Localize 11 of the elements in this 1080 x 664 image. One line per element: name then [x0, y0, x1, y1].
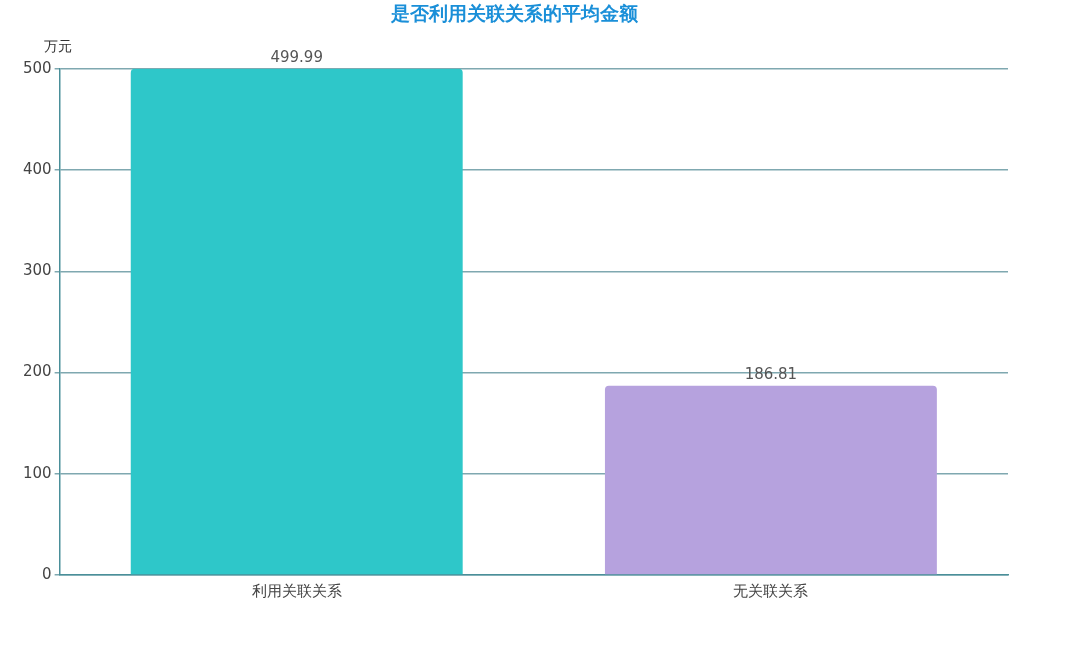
y-tick-label: 0 — [42, 564, 52, 583]
y-tick-label: 400 — [22, 159, 52, 178]
y-tick-label: 500 — [22, 58, 52, 77]
data-label: 499.99 — [270, 48, 323, 67]
chart-title: 是否利用关联关系的平均金额 — [389, 2, 639, 25]
x-tick-label: 利用关联关系 — [251, 581, 342, 600]
y-axis-title: 万元 — [43, 38, 72, 55]
y-tick-label: 200 — [22, 362, 52, 381]
y-tick-label: 100 — [22, 463, 52, 482]
y-tick-label: 300 — [22, 261, 52, 280]
x-tick-label: 无关联关系 — [733, 581, 809, 600]
